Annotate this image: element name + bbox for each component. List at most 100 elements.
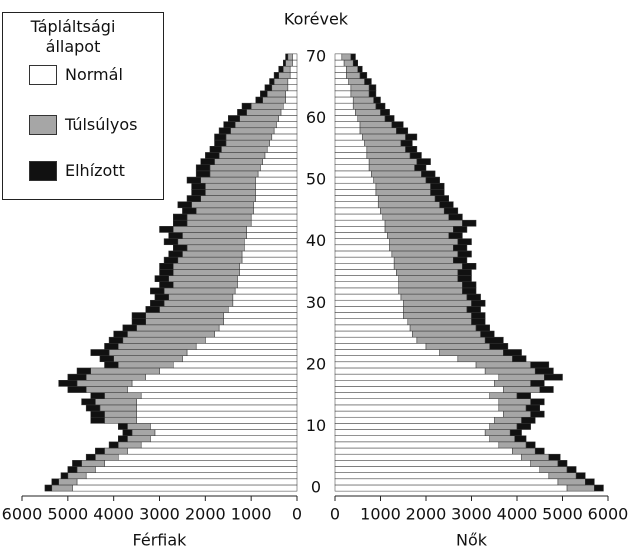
bar-segment [396, 269, 459, 276]
bar-segment [557, 460, 568, 467]
bar-segment [368, 164, 415, 172]
bar-segment [334, 423, 490, 430]
bar-segment [228, 306, 298, 313]
bar-segment [173, 226, 247, 233]
bar-segment [230, 127, 275, 135]
bar-segment [334, 127, 361, 135]
bar-segment [85, 453, 96, 461]
bar-segment [214, 158, 263, 165]
bar-segment [90, 392, 105, 399]
bar-segment [223, 318, 298, 326]
bar-segment [516, 392, 531, 399]
bar-segment [168, 232, 183, 239]
bar-segment [85, 404, 101, 412]
bar-segment [99, 404, 137, 412]
bar-segment [334, 226, 386, 233]
bar-segment [334, 59, 345, 67]
bar-segment [108, 336, 124, 344]
bar-segment [255, 176, 298, 184]
bar-segment [466, 306, 481, 313]
bar-segment [58, 478, 78, 486]
bar-segment [396, 127, 409, 135]
bar-segment [241, 256, 298, 264]
bar-segment [334, 453, 522, 461]
bar-segment [244, 244, 298, 252]
bar-segment [334, 238, 390, 246]
bar-segment [334, 281, 399, 289]
bar-segment [503, 349, 522, 356]
bar-segment [371, 170, 422, 178]
bar-segment [205, 182, 256, 190]
bar-segment [276, 121, 298, 129]
bar-segment [484, 429, 511, 436]
bar-segment [200, 195, 256, 202]
bar-segment [375, 102, 386, 110]
bar-segment [186, 213, 252, 221]
bar-segment [334, 182, 377, 190]
bar-segment [287, 53, 293, 61]
bar-segment [173, 244, 188, 252]
bar-segment [334, 466, 540, 473]
bar-segment [214, 330, 298, 338]
bar-segment [250, 102, 284, 110]
bar-segment [108, 349, 188, 356]
bar-segment [521, 416, 536, 424]
x-tick-label: 1000 [360, 505, 401, 524]
bar-segment [484, 336, 504, 344]
bar-segment [334, 244, 390, 252]
bar-segment [186, 176, 201, 184]
bar-segment [90, 349, 110, 356]
bar-segment [334, 299, 404, 307]
bar-segment [359, 72, 368, 79]
bar-segment [76, 478, 298, 486]
bar-segment [462, 219, 477, 227]
age-tick-label: 10 [306, 416, 326, 435]
bar-segment [278, 72, 291, 79]
bar-segment [104, 416, 137, 424]
bar-segment [95, 466, 298, 473]
bar-segment [108, 441, 119, 449]
bar-segment [462, 263, 477, 270]
bar-segment [218, 127, 231, 135]
bar-segment [234, 287, 298, 295]
bar-segment [430, 189, 445, 196]
bar-segment [163, 256, 179, 264]
bar-segment [405, 146, 418, 153]
bar-segment [76, 380, 133, 387]
bar-segment [548, 453, 561, 461]
bar-segment [425, 343, 490, 350]
bar-segment [350, 84, 370, 92]
bar-segment [223, 312, 298, 319]
bar-segment [389, 238, 459, 246]
bar-segment [246, 109, 282, 116]
bar-segment [334, 416, 495, 424]
bar-segment [81, 460, 105, 467]
bar-segment [191, 189, 206, 196]
age-axis-label: Korévek [284, 10, 349, 29]
bar-segment [334, 392, 490, 399]
bar-segment [334, 207, 381, 215]
bar-segment [334, 293, 402, 301]
bar-segment [255, 96, 263, 104]
bar-segment [334, 109, 356, 116]
x-tick-label: 2000 [185, 505, 226, 524]
bar-segment [154, 293, 169, 301]
bar-segment [257, 170, 298, 178]
bar-segment [95, 453, 119, 461]
bar-segment [334, 361, 477, 369]
bar-segment [334, 263, 395, 270]
bar-segment [548, 472, 577, 480]
bar-segment [262, 158, 298, 165]
bar-segment [366, 146, 406, 153]
bar-segment [60, 472, 69, 480]
bar-segment [334, 78, 349, 85]
bar-segment [471, 312, 486, 319]
bar-segment [594, 484, 604, 492]
age-tick-label: 70 [306, 46, 326, 65]
bar-segment [375, 182, 431, 190]
bar-segment [273, 72, 279, 79]
bar-segment [334, 170, 372, 178]
bar-segment [334, 386, 504, 393]
bar-segment [173, 219, 188, 227]
bar-segment [159, 269, 174, 276]
